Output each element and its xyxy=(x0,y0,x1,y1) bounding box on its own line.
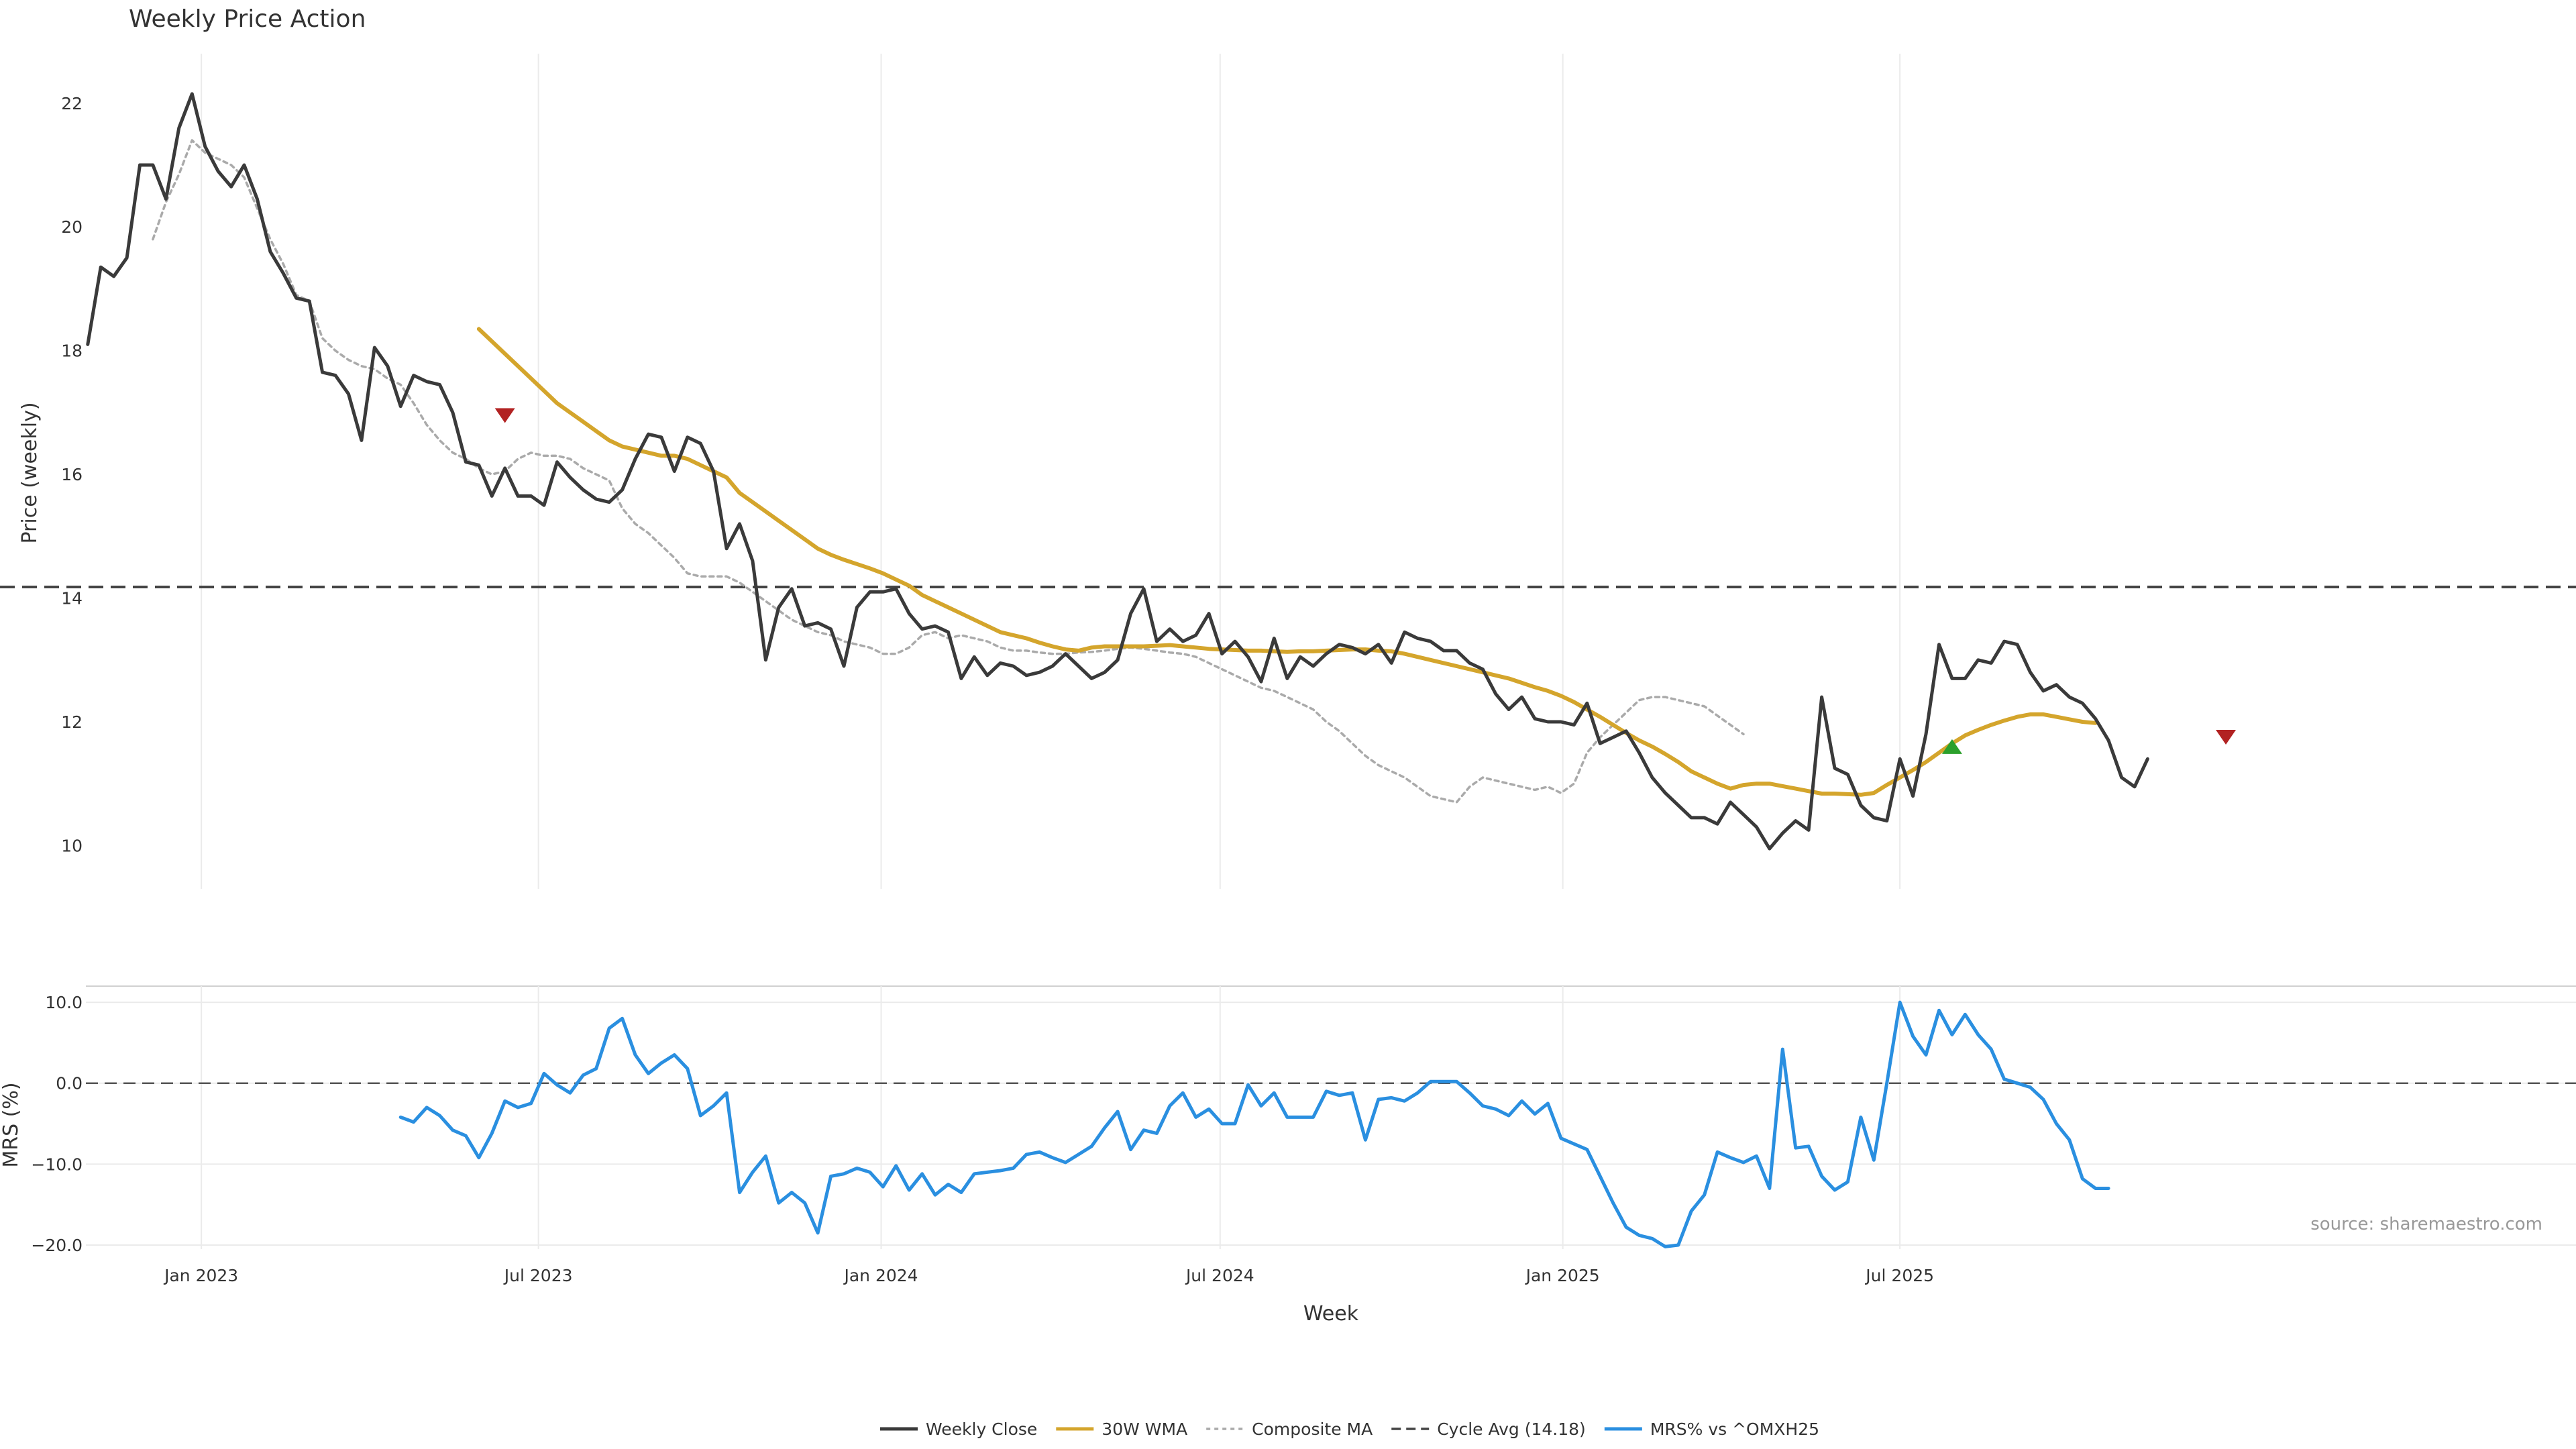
mrs-y-axis-label: MRS (%) xyxy=(0,1082,23,1167)
price-series-lines xyxy=(86,92,2149,851)
buy-signal-marker xyxy=(1941,739,1962,754)
price-y-tick-label: 22 xyxy=(61,94,83,113)
sell-signal-marker xyxy=(494,408,515,423)
mrs-y-tick-label: 0.0 xyxy=(56,1074,83,1093)
x-tick-label: Jan 2025 xyxy=(1525,1266,1600,1285)
mrs-series-lines xyxy=(398,1000,2110,1248)
legend-label: 30W WMA xyxy=(1102,1419,1187,1439)
x-tick-labels: Jan 2023 Jul 2023 Jan 2024 Jul 2024 Jan 2025… xyxy=(163,1266,1934,1285)
sell-signal-marker xyxy=(2216,730,2237,745)
signal-markers xyxy=(494,408,2237,754)
series-line-mrs-vs-omxh25 xyxy=(398,1000,2110,1248)
legend-label: Weekly Close xyxy=(926,1419,1037,1439)
x-tick-label: Jul 2023 xyxy=(503,1266,573,1285)
mrs-y-tick-labels: 10.0 0.0 −10.0 −20.0 xyxy=(31,993,83,1255)
mrs-y-tick-label: −20.0 xyxy=(31,1236,83,1255)
price-y-tick-label: 18 xyxy=(61,341,83,361)
x-axis-label: Week xyxy=(1303,1302,1359,1326)
price-panel-grid xyxy=(201,54,1901,889)
x-tick-label: Jan 2023 xyxy=(163,1266,238,1285)
series-line-30w-wma xyxy=(476,327,2098,797)
source-note: source: sharemaestro.com xyxy=(2310,1214,2542,1234)
price-y-tick-label: 16 xyxy=(61,465,83,484)
price-y-tick-labels: 10 12 14 16 18 20 22 xyxy=(61,94,83,856)
legend: Weekly Close 30W WMA Composite MA Cycle Avg… xyxy=(880,1419,1819,1439)
legend-label: Composite MA xyxy=(1252,1419,1373,1439)
x-tick-label: Jul 2025 xyxy=(1864,1266,1934,1285)
legend-label: Cycle Avg (14.18) xyxy=(1437,1419,1586,1439)
chart-title: Weekly Price Action xyxy=(129,5,366,33)
mrs-y-tick-label: 10.0 xyxy=(45,993,83,1012)
mrs-y-tick-label: −10.0 xyxy=(31,1155,83,1174)
mrs-panel-grid xyxy=(86,986,2576,1249)
price-y-tick-label: 10 xyxy=(61,836,83,855)
price-y-axis-label: Price (weekly) xyxy=(18,402,42,543)
price-y-tick-label: 20 xyxy=(61,217,83,237)
x-tick-label: Jul 2024 xyxy=(1185,1266,1254,1285)
price-y-tick-label: 12 xyxy=(61,712,83,732)
x-tick-label: Jan 2024 xyxy=(843,1266,918,1285)
price-y-tick-label: 14 xyxy=(61,589,83,608)
legend-label: MRS% vs ^OMXH25 xyxy=(1650,1419,1819,1439)
series-line-weekly-close xyxy=(86,92,2149,851)
